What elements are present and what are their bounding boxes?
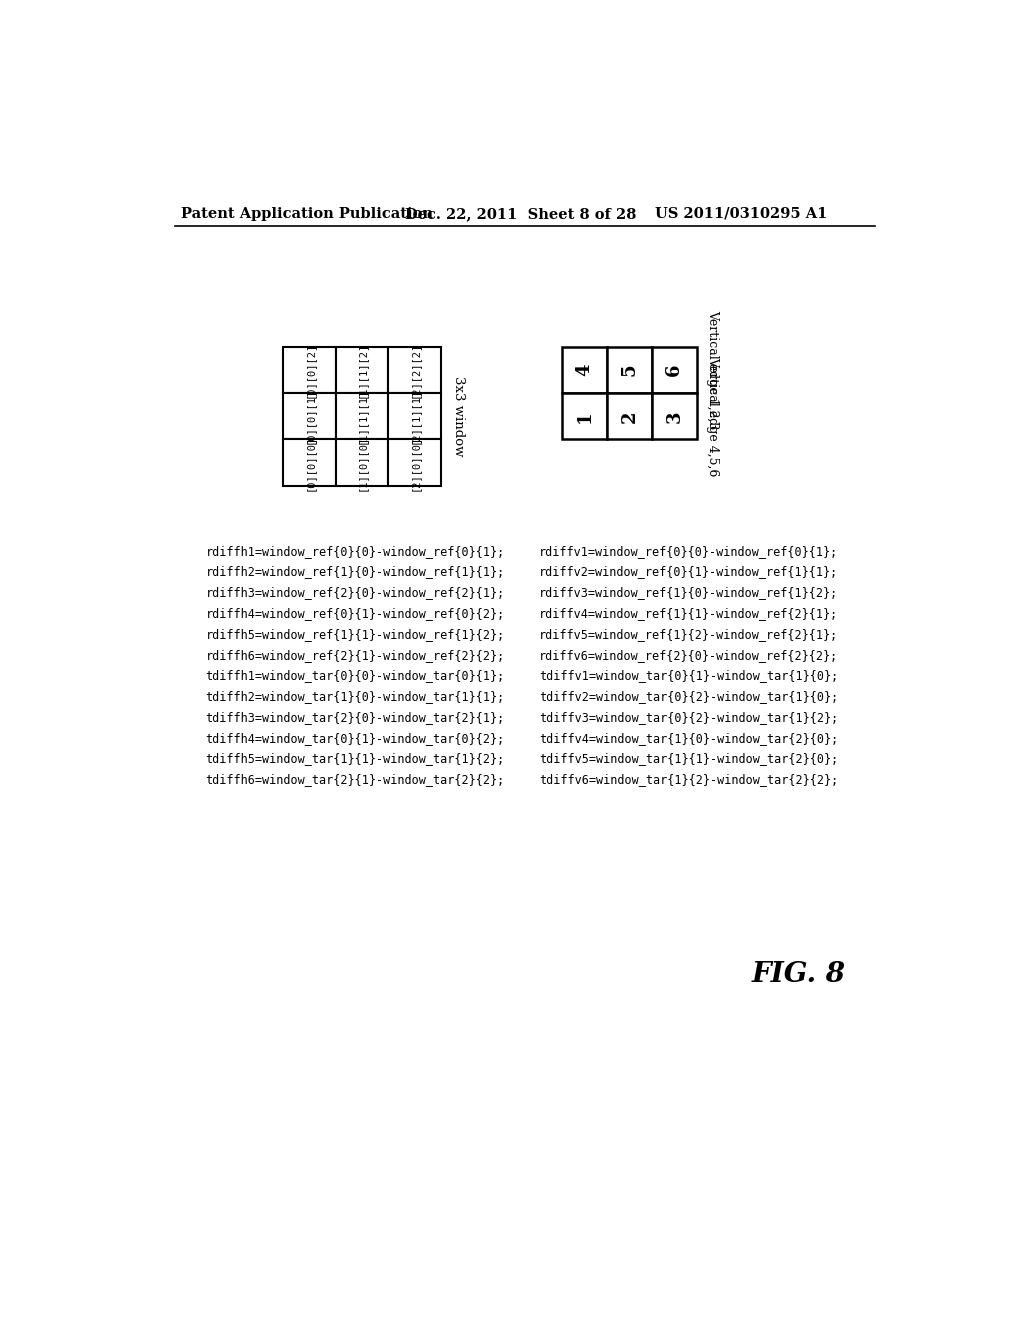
Text: tdiffv4=window_tar{1}{0}-window_tar{2}{0};: tdiffv4=window_tar{1}{0}-window_tar{2}{0… — [539, 731, 838, 744]
Bar — [562, 347, 607, 393]
Text: [1][1][1]: [1][1][1] — [357, 388, 367, 445]
Text: [2][2][2]: [2][2][2] — [410, 342, 420, 399]
Text: 1: 1 — [575, 411, 594, 422]
Text: 6: 6 — [666, 364, 683, 376]
Text: tdiffv1=window_tar{0}{1}-window_tar{1}{0};: tdiffv1=window_tar{0}{1}-window_tar{1}{0… — [539, 669, 838, 682]
Text: rdiffv5=window_ref{1}{2}-window_ref{2}{1};: rdiffv5=window_ref{1}{2}-window_ref{2}{1… — [539, 628, 838, 640]
Text: 3x3 window: 3x3 window — [452, 376, 465, 457]
Text: Vertical edge 4,5,6: Vertical edge 4,5,6 — [707, 356, 719, 477]
Text: [2][1][1]: [2][1][1] — [410, 388, 420, 445]
Text: US 2011/0310295 A1: US 2011/0310295 A1 — [655, 207, 827, 220]
Text: Patent Application Publication: Patent Application Publication — [180, 207, 433, 220]
Text: rdiffh5=window_ref{1}{1}-window_ref{1}{2};: rdiffh5=window_ref{1}{1}-window_ref{1}{2… — [206, 628, 505, 640]
Text: 3: 3 — [666, 411, 683, 422]
Text: [2][0][0]: [2][0][0] — [410, 434, 420, 491]
Text: tdiffh4=window_tar{0}{1}-window_tar{0}{2};: tdiffh4=window_tar{0}{1}-window_tar{0}{2… — [206, 731, 505, 744]
Text: rdiffh2=window_ref{1}{0}-window_ref{1}{1};: rdiffh2=window_ref{1}{0}-window_ref{1}{1… — [206, 565, 505, 578]
Text: rdiffh3=window_ref{2}{0}-window_ref{2}{1};: rdiffh3=window_ref{2}{0}-window_ref{2}{1… — [206, 586, 505, 599]
Bar — [388, 440, 441, 486]
Bar — [652, 393, 697, 440]
Text: tdiffh1=window_tar{0}{0}-window_tar{0}{1};: tdiffh1=window_tar{0}{0}-window_tar{0}{1… — [206, 669, 505, 682]
Text: rdiffh1=window_ref{0}{0}-window_ref{0}{1};: rdiffh1=window_ref{0}{0}-window_ref{0}{1… — [206, 545, 505, 557]
Text: rdiffh6=window_ref{2}{1}-window_ref{2}{2};: rdiffh6=window_ref{2}{1}-window_ref{2}{2… — [206, 648, 505, 661]
Text: Dec. 22, 2011  Sheet 8 of 28: Dec. 22, 2011 Sheet 8 of 28 — [406, 207, 637, 220]
Text: tdiffv2=window_tar{0}{2}-window_tar{1}{0};: tdiffv2=window_tar{0}{2}-window_tar{1}{0… — [539, 690, 838, 704]
Text: rdiffv3=window_ref{1}{0}-window_ref{1}{2};: rdiffv3=window_ref{1}{0}-window_ref{1}{2… — [539, 586, 838, 599]
Text: [0][0][0]: [0][0][0] — [304, 434, 314, 491]
Text: [1][1][2]: [1][1][2] — [357, 342, 367, 399]
Text: tdiffv3=window_tar{0}{2}-window_tar{1}{2};: tdiffv3=window_tar{0}{2}-window_tar{1}{2… — [539, 711, 838, 723]
Text: rdiffv2=window_ref{0}{1}-window_ref{1}{1};: rdiffv2=window_ref{0}{1}-window_ref{1}{1… — [539, 565, 838, 578]
Bar — [336, 347, 388, 393]
Bar — [562, 393, 607, 440]
Bar — [607, 347, 652, 393]
Text: 5: 5 — [621, 364, 638, 376]
Text: tdiffh6=window_tar{2}{1}-window_tar{2}{2};: tdiffh6=window_tar{2}{1}-window_tar{2}{2… — [206, 774, 505, 787]
Text: FIG. 8: FIG. 8 — [752, 961, 846, 989]
Bar — [388, 347, 441, 393]
Bar — [283, 440, 336, 486]
Text: tdiffv5=window_tar{1}{1}-window_tar{2}{0};: tdiffv5=window_tar{1}{1}-window_tar{2}{0… — [539, 752, 838, 766]
Text: [0][0][2]: [0][0][2] — [304, 342, 314, 399]
Text: tdiffv6=window_tar{1}{2}-window_tar{2}{2};: tdiffv6=window_tar{1}{2}-window_tar{2}{2… — [539, 774, 838, 787]
Text: rdiffv1=window_ref{0}{0}-window_ref{0}{1};: rdiffv1=window_ref{0}{0}-window_ref{0}{1… — [539, 545, 838, 557]
Text: tdiffh3=window_tar{2}{0}-window_tar{2}{1};: tdiffh3=window_tar{2}{0}-window_tar{2}{1… — [206, 711, 505, 723]
Text: [0][0][1]: [0][0][1] — [304, 388, 314, 445]
Bar — [283, 393, 336, 440]
Bar — [336, 393, 388, 440]
Text: 4: 4 — [575, 364, 594, 376]
Text: rdiffv6=window_ref{2}{0}-window_ref{2}{2};: rdiffv6=window_ref{2}{0}-window_ref{2}{2… — [539, 648, 838, 661]
Text: tdiffh5=window_tar{1}{1}-window_tar{1}{2};: tdiffh5=window_tar{1}{1}-window_tar{1}{2… — [206, 752, 505, 766]
Text: rdiffh4=window_ref{0}{1}-window_ref{0}{2};: rdiffh4=window_ref{0}{1}-window_ref{0}{2… — [206, 607, 505, 620]
Bar — [336, 440, 388, 486]
Text: rdiffv4=window_ref{1}{1}-window_ref{2}{1};: rdiffv4=window_ref{1}{1}-window_ref{2}{1… — [539, 607, 838, 620]
Text: [1][0][0]: [1][0][0] — [357, 434, 367, 491]
Bar — [607, 393, 652, 440]
Text: Vertical edge 1,2,3: Vertical edge 1,2,3 — [707, 310, 719, 430]
Text: 2: 2 — [621, 411, 638, 422]
Text: tdiffh2=window_tar{1}{0}-window_tar{1}{1};: tdiffh2=window_tar{1}{0}-window_tar{1}{1… — [206, 690, 505, 704]
Bar — [652, 347, 697, 393]
Bar — [388, 393, 441, 440]
Bar — [283, 347, 336, 393]
